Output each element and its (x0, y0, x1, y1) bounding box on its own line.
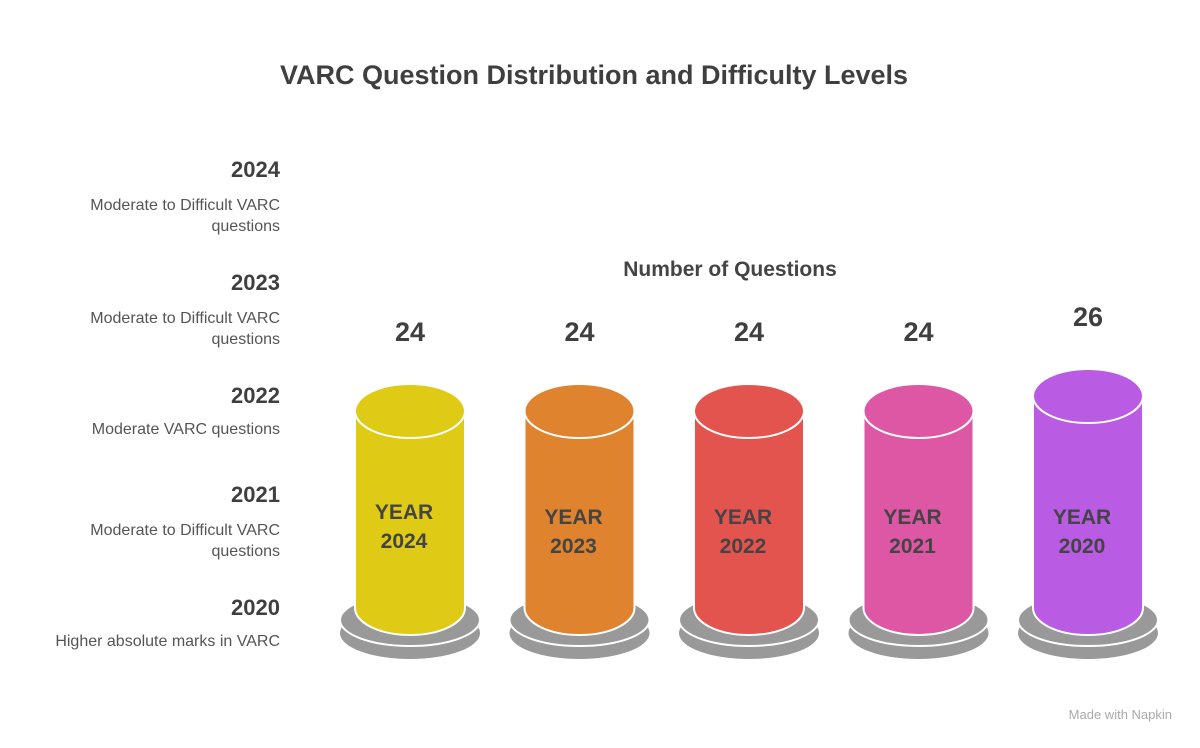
cylinder-bar: YEAR 2021 24 (847, 317, 990, 659)
bar-category-label: YEAR (544, 506, 602, 529)
bar-category-label: 2023 (550, 535, 597, 558)
bar-category-label: YEAR (1053, 506, 1111, 529)
cylinder-top (1032, 368, 1144, 424)
bar-category-label: 2020 (1059, 535, 1106, 558)
cylinder-bar: YEAR 2024 24 (339, 317, 481, 659)
bar-category-label: 2024 (381, 530, 428, 553)
legend-item: 2023 Moderate to Difficult VARC questions (50, 270, 280, 350)
cylinder-top (523, 383, 636, 439)
legend-year: 2023 (231, 270, 280, 295)
footer-credit: Made with Napkin (1068, 707, 1172, 722)
cylinder-bar: YEAR 2020 26 (1017, 302, 1159, 659)
bar-value-label: 24 (395, 317, 425, 347)
cylinder-bar: YEAR 2022 24 (678, 317, 820, 659)
cylinder-top (862, 383, 975, 439)
legend-item: 2021 Moderate to Difficult VARC questions (50, 482, 280, 562)
bar-category-label: 2021 (889, 535, 936, 558)
bar-value-label: 24 (903, 317, 933, 347)
legend-description: Higher absolute marks in VARC (55, 633, 280, 650)
bar-value-label: 26 (1073, 302, 1103, 332)
bar-category-label: YEAR (714, 506, 772, 529)
cylinder-body (523, 410, 636, 636)
legend-item: 2022 Moderate VARC questions (50, 383, 280, 440)
cylinder-bar: YEAR 2023 24 (508, 317, 651, 659)
cylinder-body (1032, 395, 1144, 636)
legend-year: 2021 (231, 482, 280, 507)
legend-item: 2024 Moderate to Difficult VARC questions (50, 157, 280, 237)
legend-description: Moderate VARC questions (91, 421, 280, 438)
cylinder-top (693, 383, 805, 439)
cylinder-top (354, 383, 466, 439)
chart-title: VARC Question Distribution and Difficult… (279, 60, 909, 90)
y-axis-label: Number of Questions (623, 258, 837, 281)
cylinder-body (354, 410, 466, 636)
cylinder-body (693, 410, 805, 636)
legend-year: 2024 (231, 157, 280, 182)
cylinder-body (862, 410, 975, 636)
bar-category-label: YEAR (883, 506, 941, 529)
legend-description: Moderate to Difficult VARC questions (90, 197, 280, 235)
legend-description: Moderate to Difficult VARC questions (90, 310, 280, 348)
legend-description: Moderate to Difficult VARC questions (90, 522, 280, 560)
legend-year: 2022 (231, 383, 280, 408)
legend-item: 2020 Higher absolute marks in VARC (50, 595, 280, 652)
bar-category-label: 2022 (720, 535, 767, 558)
bar-value-label: 24 (734, 317, 764, 347)
legend-year: 2020 (231, 595, 280, 620)
bar-value-label: 24 (564, 317, 594, 347)
bar-category-label: YEAR (375, 501, 433, 524)
